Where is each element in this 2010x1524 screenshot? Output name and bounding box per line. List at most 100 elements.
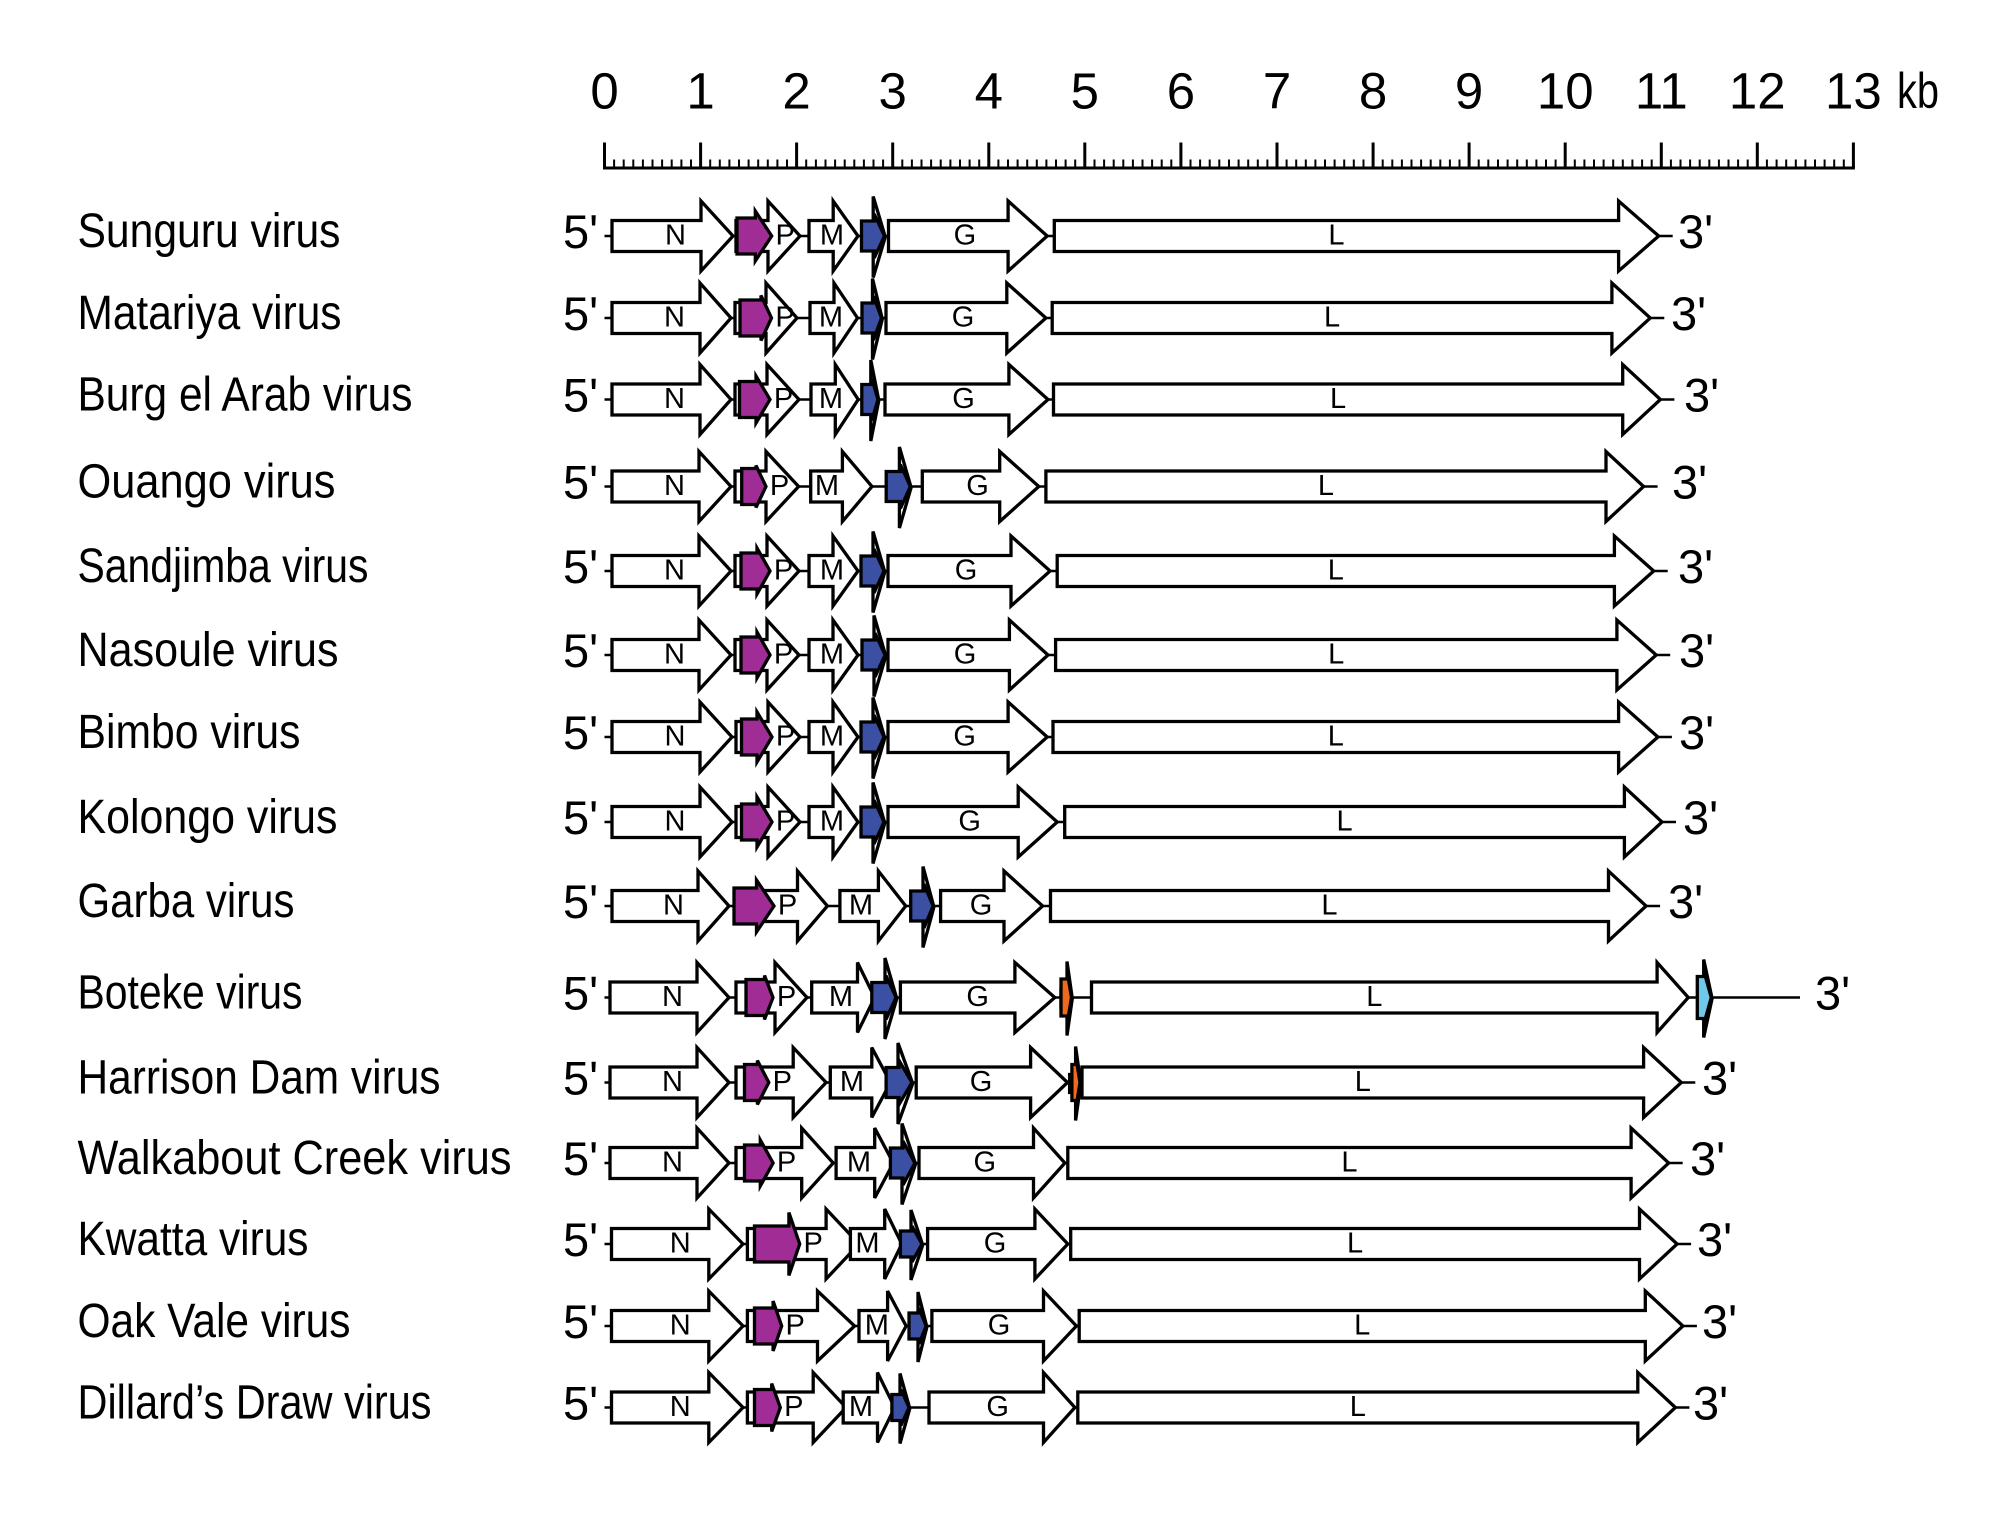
svg-text:2: 2 bbox=[782, 63, 810, 120]
svg-text:L: L bbox=[1347, 1228, 1363, 1260]
svg-text:3': 3' bbox=[1702, 1295, 1737, 1348]
svg-text:P: P bbox=[777, 981, 796, 1013]
svg-text:3': 3' bbox=[1679, 706, 1714, 759]
svg-text:13: 13 bbox=[1825, 63, 1882, 120]
svg-text:5': 5' bbox=[563, 369, 598, 422]
svg-text:3': 3' bbox=[1678, 205, 1713, 258]
svg-text:11: 11 bbox=[1635, 63, 1688, 120]
svg-text:M: M bbox=[820, 555, 844, 587]
svg-text:7: 7 bbox=[1263, 63, 1291, 120]
svg-text:P: P bbox=[775, 302, 794, 334]
svg-text:G: G bbox=[970, 1066, 993, 1098]
svg-text:N: N bbox=[665, 220, 686, 252]
svg-text:G: G bbox=[954, 639, 977, 671]
svg-text:N: N bbox=[665, 806, 686, 838]
svg-text:3': 3' bbox=[1684, 369, 1719, 422]
svg-text:P: P bbox=[770, 470, 789, 502]
svg-text:N: N bbox=[670, 1228, 691, 1260]
svg-text:M: M bbox=[820, 806, 844, 838]
svg-text:5': 5' bbox=[563, 540, 598, 593]
svg-text:M: M bbox=[820, 220, 844, 252]
svg-text:L: L bbox=[1324, 302, 1340, 334]
svg-text:Kolongo virus: Kolongo virus bbox=[78, 791, 338, 844]
svg-text:Boteke virus: Boteke virus bbox=[78, 967, 303, 1020]
svg-text:M: M bbox=[840, 1066, 864, 1098]
svg-text:3': 3' bbox=[1697, 1213, 1732, 1266]
svg-text:N: N bbox=[662, 981, 683, 1013]
svg-text:5': 5' bbox=[563, 456, 598, 509]
svg-text:N: N bbox=[670, 1391, 691, 1423]
svg-text:Walkabout Creek virus: Walkabout Creek virus bbox=[78, 1132, 512, 1185]
svg-text:G: G bbox=[958, 806, 981, 838]
svg-text:9: 9 bbox=[1455, 63, 1483, 120]
svg-text:5': 5' bbox=[563, 1052, 598, 1105]
svg-text:3': 3' bbox=[1678, 540, 1713, 593]
svg-text:8: 8 bbox=[1359, 63, 1387, 120]
svg-text:0: 0 bbox=[590, 63, 618, 120]
svg-text:10: 10 bbox=[1537, 63, 1594, 120]
svg-text:P: P bbox=[786, 1310, 805, 1342]
svg-text:5': 5' bbox=[563, 791, 598, 844]
svg-text:G: G bbox=[952, 383, 975, 415]
svg-text:M: M bbox=[855, 1228, 879, 1260]
svg-text:M: M bbox=[829, 981, 853, 1013]
svg-text:12: 12 bbox=[1729, 63, 1786, 120]
svg-text:3': 3' bbox=[1693, 1377, 1728, 1430]
svg-text:P: P bbox=[774, 639, 793, 671]
svg-text:5': 5' bbox=[563, 1132, 598, 1185]
svg-text:3': 3' bbox=[1702, 1052, 1737, 1105]
svg-text:6: 6 bbox=[1167, 63, 1195, 120]
svg-text:Dillard’s Draw virus: Dillard’s Draw virus bbox=[78, 1377, 432, 1430]
svg-text:N: N bbox=[662, 1066, 683, 1098]
svg-text:3': 3' bbox=[1671, 287, 1706, 340]
svg-text:G: G bbox=[984, 1228, 1007, 1260]
svg-text:G: G bbox=[974, 1147, 997, 1179]
svg-text:3': 3' bbox=[1683, 791, 1718, 844]
svg-text:5: 5 bbox=[1071, 63, 1099, 120]
svg-text:3': 3' bbox=[1815, 967, 1850, 1020]
svg-text:P: P bbox=[804, 1228, 823, 1260]
svg-text:M: M bbox=[849, 890, 873, 922]
svg-text:L: L bbox=[1321, 890, 1337, 922]
svg-text:3': 3' bbox=[1690, 1132, 1725, 1185]
svg-text:G: G bbox=[988, 1310, 1011, 1342]
svg-text:M: M bbox=[847, 1147, 871, 1179]
svg-text:P: P bbox=[776, 220, 795, 252]
svg-text:L: L bbox=[1355, 1066, 1371, 1098]
svg-text:N: N bbox=[665, 721, 686, 753]
svg-text:M: M bbox=[815, 470, 839, 502]
svg-text:5': 5' bbox=[563, 624, 598, 677]
svg-text:P: P bbox=[777, 1147, 796, 1179]
svg-text:L: L bbox=[1328, 721, 1344, 753]
svg-text:P: P bbox=[778, 890, 797, 922]
svg-text:M: M bbox=[820, 639, 844, 671]
svg-text:L: L bbox=[1328, 220, 1344, 252]
svg-text:P: P bbox=[774, 555, 793, 587]
svg-text:5': 5' bbox=[563, 875, 598, 928]
svg-text:Ouango virus: Ouango virus bbox=[78, 456, 336, 509]
svg-text:L: L bbox=[1337, 806, 1353, 838]
svg-text:L: L bbox=[1328, 639, 1344, 671]
svg-text:G: G bbox=[953, 721, 976, 753]
svg-text:Kwatta virus: Kwatta virus bbox=[78, 1213, 309, 1266]
svg-text:N: N bbox=[664, 302, 685, 334]
svg-text:M: M bbox=[820, 721, 844, 753]
svg-text:G: G bbox=[952, 302, 975, 334]
svg-text:P: P bbox=[784, 1391, 803, 1423]
svg-text:3: 3 bbox=[879, 63, 907, 120]
svg-text:L: L bbox=[1341, 1147, 1357, 1179]
svg-text:P: P bbox=[773, 1066, 792, 1098]
svg-text:Sandjimba virus: Sandjimba virus bbox=[78, 540, 369, 593]
svg-text:G: G bbox=[955, 555, 978, 587]
svg-text:3': 3' bbox=[1668, 875, 1703, 928]
svg-text:N: N bbox=[670, 1310, 691, 1342]
svg-text:Burg el Arab virus: Burg el Arab virus bbox=[78, 369, 413, 422]
svg-text:5': 5' bbox=[563, 1377, 598, 1430]
svg-text:N: N bbox=[664, 639, 685, 671]
svg-text:3': 3' bbox=[1672, 456, 1707, 509]
svg-text:L: L bbox=[1318, 470, 1334, 502]
svg-text:L: L bbox=[1330, 383, 1346, 415]
svg-text:5': 5' bbox=[563, 706, 598, 759]
svg-text:1: 1 bbox=[686, 63, 714, 120]
svg-text:P: P bbox=[776, 806, 795, 838]
